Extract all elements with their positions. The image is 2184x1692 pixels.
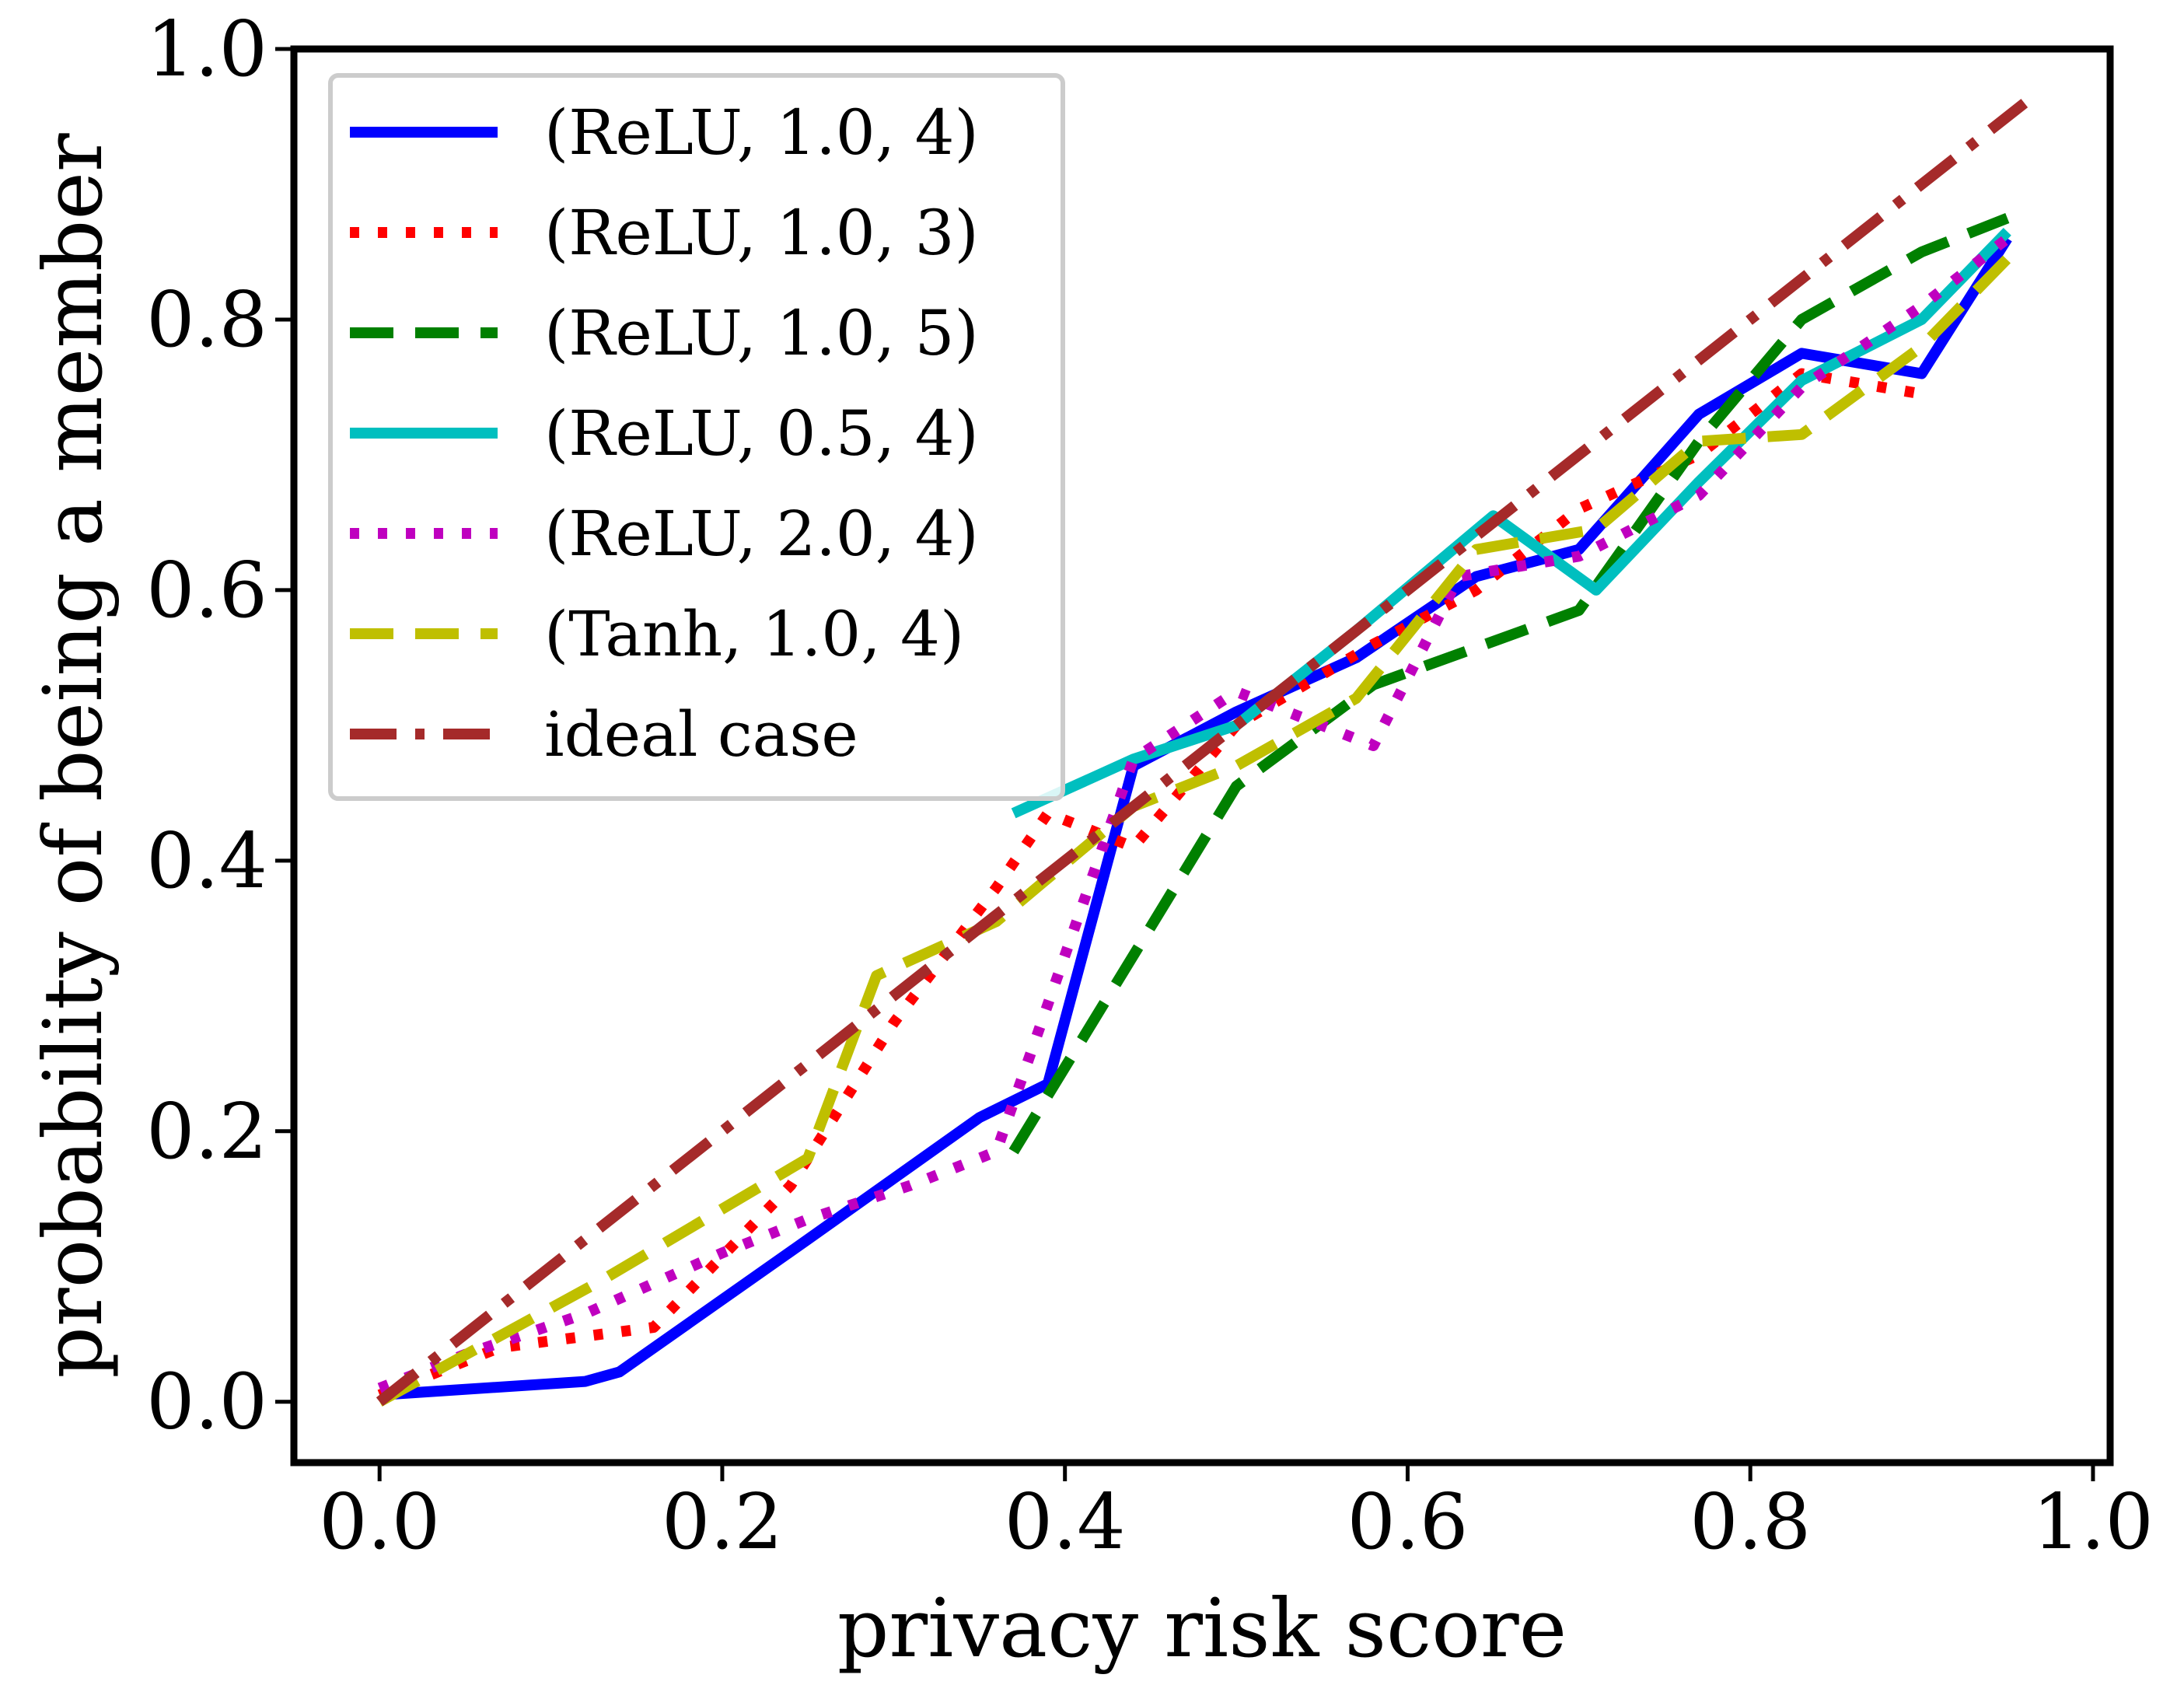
ticks-layer: 0.0 0.2 0.4 0.6 0.8 1.0 0.0 0.2 0.4 0.6 0.8 1.0 [146,5,2154,1567]
x-tick-label: 0.8 [1690,1478,1811,1567]
legend-label-relu-1-0-5: (ReLU, 1.0, 5) [544,297,979,369]
legend-label-relu-1-0-3: (ReLU, 1.0, 3) [544,197,979,269]
x-tick-label: 0.6 [1347,1478,1469,1567]
legend-label-relu-1-0-4: (ReLU, 1.0, 4) [544,96,979,169]
legend: (ReLU, 1.0, 4) (ReLU, 1.0, 3) (ReLU, 1.0, … [328,73,1065,801]
x-axis-label: privacy risk score [837,1581,1567,1676]
y-tick-label: 0.4 [146,817,267,906]
series-layer [376,99,2028,1407]
y-tick-label: 0.8 [146,276,267,365]
series-line-relu-0-5-4 [1011,228,2011,819]
series-line-ideal-case [376,99,2028,1407]
y-tick-label: 0.6 [146,547,267,635]
legend-label-relu-0-5-4: (ReLU, 0.5, 4) [544,397,979,470]
legend-box [328,73,1065,801]
y-tick-label: 1.0 [146,5,267,94]
x-tick-label: 1.0 [2032,1478,2154,1567]
legend-label-ideal-case: ideal case [544,698,858,771]
plot-frame [290,45,2114,1467]
y-tick-label: 0.2 [146,1088,267,1176]
x-tick-label: 0.0 [319,1478,440,1567]
y-axis-label: probability of being a member [26,133,121,1379]
y-tick-label: 0.0 [146,1358,267,1447]
legend-label-tanh-1-0-4: (Tanh, 1.0, 4) [544,598,964,670]
series-line-tanh-1-0-4 [376,254,2011,1407]
x-tick-label: 0.2 [662,1478,783,1567]
x-tick-label: 0.4 [1005,1478,1126,1567]
legend-label-relu-2-0-4: (ReLU, 2.0, 4) [544,498,979,570]
series-line-relu-1-0-5 [1008,212,2010,1155]
